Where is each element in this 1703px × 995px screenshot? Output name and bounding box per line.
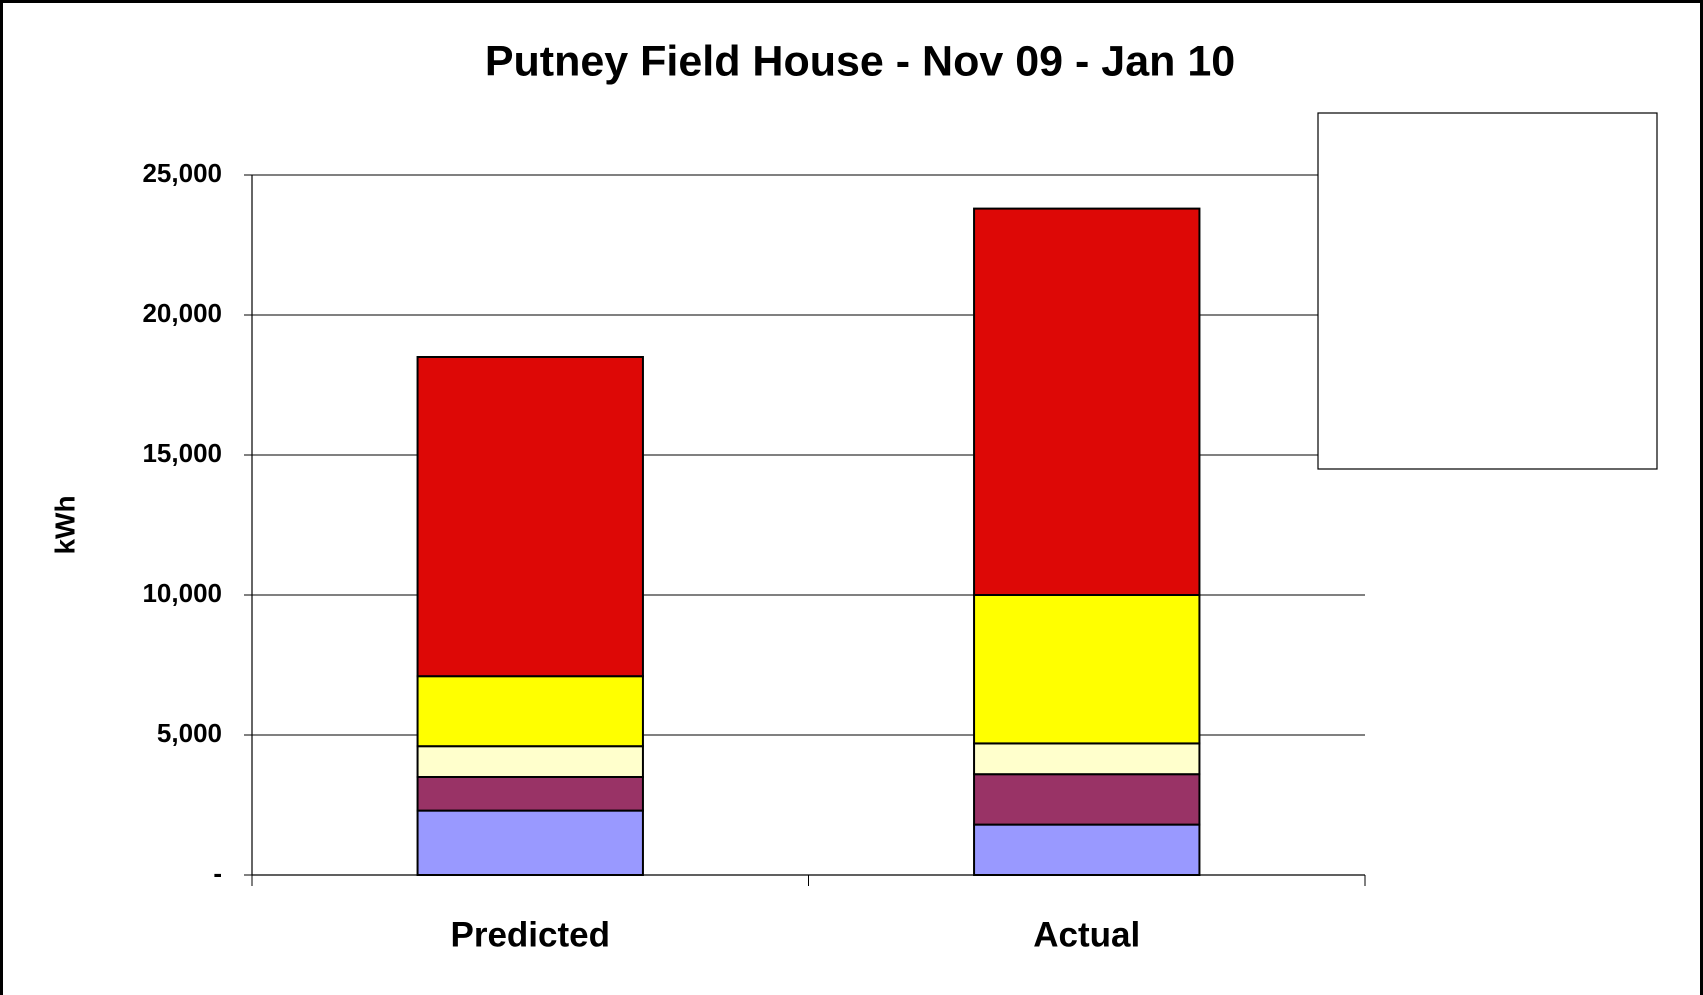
bar-segment [416, 675, 644, 748]
x-tick-label: Actual [1033, 915, 1140, 954]
bar-segment [973, 594, 1201, 745]
chart-title: Putney Field House - Nov 09 - Jan 10 [485, 37, 1235, 85]
y-tick-label: 5,000 [157, 718, 222, 748]
legend-box [1317, 112, 1658, 470]
y-axis-label: kWh [49, 495, 80, 554]
bar-segment [416, 776, 644, 812]
y-tick-label: 25,000 [142, 158, 222, 188]
bar-segment [973, 773, 1201, 826]
y-tick-label: - [213, 858, 222, 888]
bar-segment [416, 745, 644, 779]
bar-segment [416, 809, 644, 876]
bar-segment [973, 823, 1201, 876]
x-tick-label: Predicted [451, 915, 611, 954]
y-tick-label: 20,000 [142, 298, 222, 328]
bar-segment [973, 742, 1201, 776]
y-tick-label: 10,000 [142, 578, 222, 608]
y-tick-label: 15,000 [142, 438, 222, 468]
bar-segment [416, 356, 644, 678]
bar-segment [973, 207, 1201, 596]
